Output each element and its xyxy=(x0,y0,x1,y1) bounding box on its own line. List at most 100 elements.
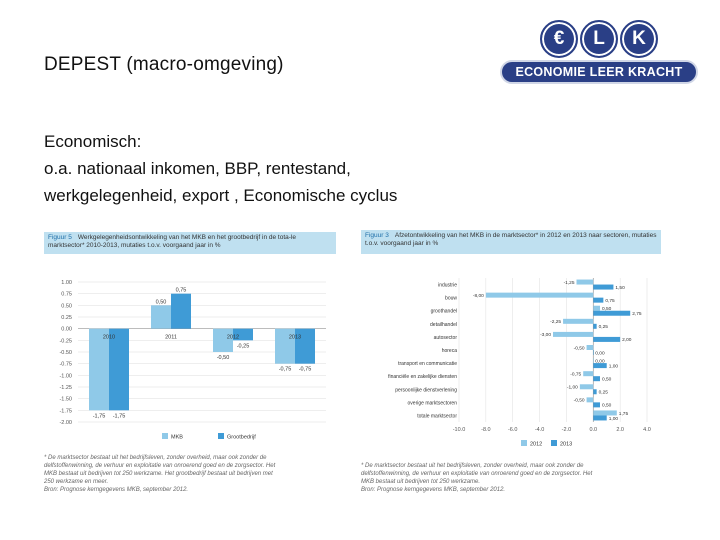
y-tick-label: 1.00 xyxy=(61,280,72,286)
x-tick-label: 2.0 xyxy=(616,427,624,433)
bar xyxy=(593,310,631,316)
bar xyxy=(593,297,604,303)
bar xyxy=(593,358,594,364)
bar xyxy=(295,328,315,364)
category-label: persoonlijke dienstverlening xyxy=(395,387,457,393)
figure5-note: 250 werkzame en meer. xyxy=(44,479,109,485)
sales-chart: -10.0 -8.0 -6.0 -4.0 -2.0 0.0 2.0 4.0 industrie -… xyxy=(388,278,651,448)
figure5-caption: Figuur 5 Werkgelegenheidsontwikkeling van… xyxy=(44,232,336,254)
bar xyxy=(563,318,594,324)
y-tick-label: -0.50 xyxy=(59,350,72,356)
figure3-note: * De marktsector bestaat uit het bedrijf… xyxy=(361,463,584,469)
bar xyxy=(553,331,594,337)
y-tick-label: 0.00 xyxy=(61,327,72,333)
data-label: -3,00 xyxy=(540,332,551,338)
figure3-note: MKB bestaat uit bedrijven tot 250 werkza… xyxy=(361,479,481,485)
bar xyxy=(593,376,600,382)
logo-letter: € xyxy=(540,20,578,58)
figure3-note: delfstoffenwinning, de verhuur en exploi… xyxy=(361,471,593,477)
data-label: -0,25 xyxy=(237,343,250,349)
y-tick-label: 0.25 xyxy=(61,315,72,321)
data-label: -0,75 xyxy=(299,367,312,373)
legend-label: 2013 xyxy=(560,442,572,448)
bar xyxy=(275,328,295,364)
figure3-caption: Figuur 3 Afzetontwikkeling van het MKB in… xyxy=(361,230,661,254)
bar xyxy=(593,284,614,290)
legend-swatch xyxy=(218,433,224,439)
data-label: -1,25 xyxy=(564,280,575,286)
bar xyxy=(593,389,597,395)
bar xyxy=(89,328,109,411)
bar xyxy=(586,397,594,403)
figure5-caption-text: Werkgelegenheidsontwikkeling van het MKB… xyxy=(48,234,296,249)
body-line: werkgelegenheid, export , Economische cy… xyxy=(44,186,398,205)
y-tick-label: -1.50 xyxy=(59,397,72,403)
figure5-label: Figuur 5 xyxy=(48,234,72,241)
data-label: 2,00 xyxy=(622,337,632,343)
bar xyxy=(593,410,617,416)
data-label: 0,50 xyxy=(602,306,612,312)
category-label: industrie xyxy=(438,283,457,289)
legend-swatch xyxy=(551,440,557,446)
bar xyxy=(576,279,594,285)
data-label: 0,25 xyxy=(599,390,609,396)
data-label: 0,25 xyxy=(599,324,609,330)
y-tick-label: -0.25 xyxy=(59,338,72,344)
bar xyxy=(593,402,600,408)
figure3-notes: * De marktsector bestaat uit het bedrijf… xyxy=(361,462,661,494)
category-label: 2012 xyxy=(227,335,239,341)
data-label: 1,75 xyxy=(619,411,629,417)
x-tick-label: -6.0 xyxy=(508,427,517,433)
category-label: overige marktsectoren xyxy=(408,400,458,406)
page-title: DEPEST (macro-omgeving) xyxy=(44,54,284,75)
category-label: totale marktsector xyxy=(417,413,457,419)
figure5-notes: * De marktsector bestaat uit het bedrijf… xyxy=(44,454,344,494)
x-tick-label: -8.0 xyxy=(481,427,490,433)
category-label: autosector xyxy=(434,335,458,341)
category-label: 2011 xyxy=(165,335,177,341)
category-label: transport en communicatie xyxy=(398,361,457,367)
data-label: -1,75 xyxy=(113,413,126,419)
bar xyxy=(593,363,607,369)
data-label: 0,50 xyxy=(602,403,612,409)
category-label: financiële en zakelijke diensten xyxy=(388,374,457,380)
x-tick-label: -2.0 xyxy=(562,427,571,433)
data-label: -0,50 xyxy=(574,398,585,404)
figure5-source: Bron: Prognose kerngegevens MKB, septemb… xyxy=(44,487,189,493)
data-label: -0,75 xyxy=(570,371,581,377)
y-tick-label: 0.75 xyxy=(61,292,72,298)
y-tick-label: 0.50 xyxy=(61,303,72,309)
logo-letter: K xyxy=(620,20,658,58)
body-line: o.a. nationaal inkomen, BBP, rentestand, xyxy=(44,159,351,178)
figure3-source: Bron: Prognose kerngegevens MKB, septemb… xyxy=(361,487,506,493)
category-label: 2013 xyxy=(289,335,301,341)
legend-label: Grootbedrijf xyxy=(227,435,256,441)
data-label: 1,50 xyxy=(615,285,625,291)
bar xyxy=(593,305,600,311)
category-label: bouw xyxy=(445,296,457,302)
data-label: 2,75 xyxy=(632,311,642,317)
bar xyxy=(171,293,191,329)
data-label: 1,00 xyxy=(609,363,619,369)
data-label: 0,00 xyxy=(595,358,605,364)
logo-name: ECONOMIE LEER KRACHT xyxy=(500,60,698,84)
bar xyxy=(593,336,621,342)
bar xyxy=(579,384,594,390)
data-label: 0,50 xyxy=(156,299,167,305)
data-label: 0,75 xyxy=(605,298,615,304)
y-tick-label: -1.75 xyxy=(59,408,72,414)
bar xyxy=(593,415,607,421)
y-tick-label: -0.75 xyxy=(59,362,72,368)
bar xyxy=(583,371,594,377)
bar xyxy=(109,328,129,411)
bar xyxy=(151,305,171,329)
y-tick-label: -2.00 xyxy=(59,420,72,426)
legend-label: 2012 xyxy=(530,442,542,448)
data-label: -8,00 xyxy=(473,293,484,299)
category-label: detailhandel xyxy=(430,322,457,328)
x-tick-label: 0.0 xyxy=(589,427,597,433)
bar xyxy=(593,350,594,355)
y-tick-label: -1.25 xyxy=(59,385,72,391)
x-tick-label: 4.0 xyxy=(643,427,651,433)
logo: € L K ECONOMIE LEER KRACHT xyxy=(500,20,700,84)
